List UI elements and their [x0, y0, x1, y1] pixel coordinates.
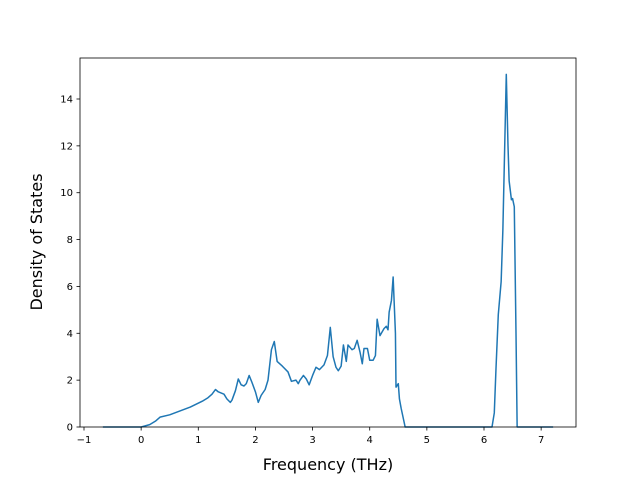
x-tick-label: 3 — [309, 435, 315, 446]
x-tick-label: 1 — [195, 435, 201, 446]
x-tick-label: 7 — [538, 435, 544, 446]
x-tick-label: 2 — [252, 435, 258, 446]
y-tick-label: 14 — [60, 95, 73, 106]
y-tick-label: 12 — [60, 141, 73, 152]
x-axis-label: Frequency (THz) — [263, 455, 393, 474]
plot-frame — [79, 57, 577, 428]
y-tick-label: 6 — [67, 282, 73, 293]
y-tick-label: 8 — [67, 235, 73, 246]
x-tick-label: −1 — [77, 435, 92, 446]
y-tick-label: 4 — [67, 329, 73, 340]
y-tick-label: 10 — [60, 188, 73, 199]
x-tick-label: 4 — [367, 435, 373, 446]
y-axis-label: Density of States — [27, 173, 46, 310]
x-tick-label: 5 — [424, 435, 430, 446]
y-tick-label: 2 — [67, 376, 73, 387]
x-tick-label: 0 — [138, 435, 144, 446]
x-tick-label: 6 — [481, 435, 487, 446]
y-tick-label: 0 — [67, 423, 73, 434]
data-line — [102, 73, 554, 428]
